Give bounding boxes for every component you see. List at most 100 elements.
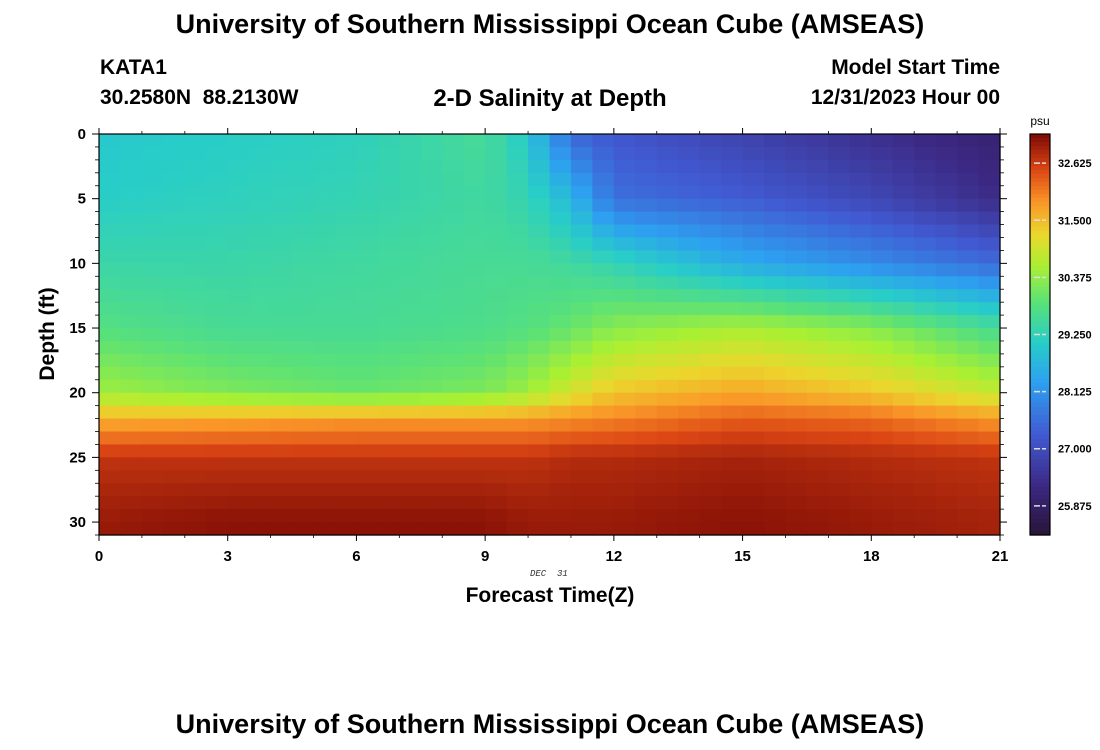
heatmap-cell xyxy=(270,509,293,523)
heatmap-cell xyxy=(764,340,787,355)
heatmap-cell xyxy=(828,496,851,510)
heatmap-cell xyxy=(957,302,980,316)
heatmap-cell xyxy=(334,353,358,368)
heatmap-cell xyxy=(163,457,186,471)
heatmap-cell xyxy=(463,379,486,394)
heatmap-cell xyxy=(206,185,229,200)
heatmap-cell xyxy=(785,353,808,368)
heatmap-cell xyxy=(292,418,315,433)
heatmap-cell xyxy=(592,366,615,381)
heatmap-cell xyxy=(399,250,422,264)
heatmap-cell xyxy=(356,418,379,433)
heatmap-cell xyxy=(356,457,379,471)
heatmap-cell xyxy=(99,509,122,523)
heatmap-cell xyxy=(957,431,980,446)
heatmap-cell xyxy=(313,418,336,433)
heatmap-cell xyxy=(914,211,937,226)
model-start-value: 12/31/2023 Hour 00 xyxy=(810,86,1000,109)
heatmap-cell xyxy=(356,431,379,446)
heatmap-cell xyxy=(978,496,1001,510)
heatmap-cell xyxy=(377,250,400,264)
heatmap-cell xyxy=(270,483,293,497)
heatmap-cell xyxy=(356,340,379,355)
heatmap-cell xyxy=(184,457,207,471)
heatmap-cell xyxy=(356,224,379,239)
heatmap-cell xyxy=(163,340,186,355)
heatmap-cell xyxy=(528,522,551,536)
heatmap-cell xyxy=(120,366,143,381)
heatmap-cell xyxy=(592,198,615,213)
heatmap-cell xyxy=(206,366,229,381)
heatmap-cell xyxy=(957,353,980,368)
heatmap-cell xyxy=(613,276,636,290)
heatmap-cell xyxy=(442,444,465,458)
heatmap-cell xyxy=(570,496,593,510)
heatmap-cell xyxy=(806,315,829,329)
heatmap-cell xyxy=(120,379,143,394)
heatmap-cell xyxy=(227,159,250,174)
heatmap-cell xyxy=(935,457,958,471)
heatmap-cell xyxy=(249,172,272,187)
heatmap-cell xyxy=(442,470,465,484)
heatmap-cell xyxy=(506,146,529,161)
heatmap-cell xyxy=(99,250,122,264)
heatmap-cell xyxy=(613,146,636,161)
heatmap-cell xyxy=(356,509,379,523)
heatmap-cell xyxy=(292,470,315,484)
heatmap-cell xyxy=(141,405,164,420)
heatmap-cell xyxy=(528,289,551,303)
heatmap-cell xyxy=(528,211,551,226)
heatmap-cell xyxy=(377,457,400,471)
heatmap-cell xyxy=(935,289,958,303)
heatmap-cell xyxy=(163,522,186,536)
heatmap-cell xyxy=(463,198,486,213)
heatmap-cell xyxy=(506,134,529,148)
heatmap-cell xyxy=(721,457,744,471)
heatmap-cell xyxy=(699,522,722,536)
salinity-heatmap: 0 3 6 9 12 15 18 21 0 5 10 15 20 25 30 xyxy=(69,126,1008,565)
heatmap-cell xyxy=(184,159,207,174)
heatmap-cell xyxy=(377,444,400,458)
heatmap-cell xyxy=(485,198,508,213)
heatmap-cell xyxy=(549,263,572,277)
heatmap-cell xyxy=(249,211,272,226)
colorbar-tick-label: 25.875 xyxy=(1058,501,1092,513)
heatmap-cell xyxy=(806,250,829,264)
heatmap-cell xyxy=(592,444,615,458)
heatmap-cell xyxy=(828,185,851,200)
heatmap-cell xyxy=(849,146,872,161)
heatmap-cell xyxy=(635,353,658,368)
heatmap-cell xyxy=(99,483,122,497)
heatmap-cell xyxy=(592,211,615,226)
heatmap-cell xyxy=(849,431,872,446)
heatmap-cell xyxy=(742,431,765,446)
heatmap-cell xyxy=(141,470,164,484)
colorbar-swatch xyxy=(1030,282,1050,287)
heatmap-cell xyxy=(485,134,508,148)
heatmap-cell xyxy=(549,353,572,368)
heatmap-cell xyxy=(356,134,379,148)
heatmap-cell xyxy=(528,418,551,433)
heatmap-cell xyxy=(506,328,529,342)
heatmap-cell xyxy=(935,211,958,226)
heatmap-cell xyxy=(485,340,508,355)
heatmap-cell xyxy=(613,224,636,239)
heatmap-cell xyxy=(249,276,272,290)
heatmap-cell xyxy=(463,276,486,290)
heatmap-cell xyxy=(635,328,658,342)
heatmap-cell xyxy=(613,159,636,174)
heatmap-cell xyxy=(570,509,593,523)
heatmap-cell xyxy=(549,302,572,316)
heatmap-cell xyxy=(485,444,508,458)
heatmap-cell xyxy=(377,379,400,394)
heatmap-cell xyxy=(356,185,379,200)
heatmap-cell xyxy=(742,134,765,148)
heatmap-cell xyxy=(184,353,207,368)
heatmap-cell xyxy=(678,250,701,264)
heatmap-cell xyxy=(613,263,636,277)
heatmap-cell xyxy=(871,224,894,239)
heatmap-cell xyxy=(485,224,508,239)
heatmap-cell xyxy=(549,431,572,446)
heatmap-cell xyxy=(978,302,1001,316)
heatmap-cell xyxy=(528,496,551,510)
